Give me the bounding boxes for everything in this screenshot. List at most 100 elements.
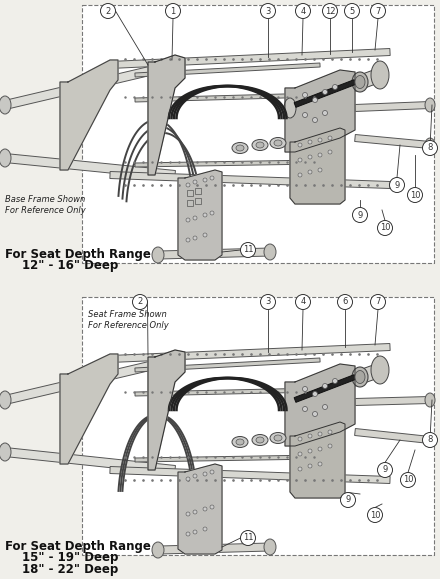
Text: 7: 7: [375, 6, 381, 16]
Circle shape: [165, 3, 180, 19]
Ellipse shape: [0, 391, 11, 409]
Circle shape: [260, 295, 275, 310]
Circle shape: [328, 136, 332, 140]
Polygon shape: [110, 467, 390, 483]
Polygon shape: [148, 350, 185, 470]
Circle shape: [193, 474, 197, 478]
Circle shape: [422, 433, 437, 448]
Polygon shape: [288, 364, 382, 409]
Polygon shape: [135, 93, 320, 102]
Bar: [82, 5, 434, 263]
Circle shape: [389, 178, 404, 192]
Circle shape: [308, 140, 312, 144]
Polygon shape: [294, 80, 356, 107]
Circle shape: [308, 464, 312, 468]
Circle shape: [193, 216, 197, 220]
Text: 8: 8: [427, 144, 433, 152]
Bar: [82, 5, 434, 263]
Polygon shape: [294, 375, 356, 402]
Polygon shape: [135, 388, 320, 396]
Circle shape: [323, 111, 327, 115]
Ellipse shape: [284, 98, 296, 118]
Polygon shape: [135, 63, 320, 77]
Circle shape: [318, 432, 322, 436]
Circle shape: [186, 183, 190, 187]
Ellipse shape: [425, 433, 435, 447]
Text: 9: 9: [382, 466, 388, 475]
Ellipse shape: [236, 145, 244, 151]
Polygon shape: [355, 397, 430, 405]
Circle shape: [328, 444, 332, 448]
Text: 3: 3: [265, 298, 271, 306]
Text: 5: 5: [349, 6, 355, 16]
Text: 2: 2: [105, 6, 110, 16]
Circle shape: [422, 141, 437, 156]
Ellipse shape: [270, 433, 286, 444]
Circle shape: [318, 138, 322, 142]
Circle shape: [132, 295, 147, 310]
Circle shape: [298, 143, 302, 147]
Circle shape: [203, 472, 207, 476]
Circle shape: [318, 447, 322, 451]
Ellipse shape: [371, 61, 389, 89]
Text: 12: 12: [325, 6, 335, 16]
Ellipse shape: [352, 367, 368, 387]
Polygon shape: [4, 61, 176, 109]
Ellipse shape: [152, 542, 164, 558]
Polygon shape: [135, 358, 320, 372]
Bar: [195, 188, 201, 194]
Circle shape: [352, 207, 367, 222]
Ellipse shape: [236, 439, 244, 445]
Text: 15" - 19" Deep: 15" - 19" Deep: [22, 551, 118, 564]
Circle shape: [298, 467, 302, 471]
Circle shape: [298, 158, 302, 162]
Circle shape: [312, 391, 318, 397]
Ellipse shape: [252, 434, 268, 445]
Circle shape: [303, 387, 308, 391]
Ellipse shape: [425, 393, 435, 407]
Circle shape: [241, 243, 256, 258]
Ellipse shape: [152, 247, 164, 263]
Circle shape: [333, 379, 337, 383]
Text: 6: 6: [342, 298, 348, 306]
Ellipse shape: [232, 437, 248, 448]
Circle shape: [203, 507, 207, 511]
Circle shape: [296, 3, 311, 19]
Text: 7: 7: [375, 298, 381, 306]
Text: For Seat Depth Range: For Seat Depth Range: [5, 540, 151, 553]
Polygon shape: [355, 134, 430, 148]
Text: 9: 9: [345, 496, 351, 504]
Text: Base Frame Shown: Base Frame Shown: [5, 195, 85, 204]
Circle shape: [186, 532, 190, 536]
Text: 1: 1: [170, 6, 176, 16]
Polygon shape: [4, 448, 176, 474]
Polygon shape: [290, 422, 345, 498]
Circle shape: [203, 527, 207, 531]
Circle shape: [400, 472, 415, 488]
Circle shape: [312, 412, 318, 416]
Polygon shape: [178, 170, 222, 260]
Ellipse shape: [0, 149, 11, 167]
Circle shape: [203, 178, 207, 182]
Polygon shape: [285, 70, 355, 152]
Circle shape: [210, 176, 214, 180]
Circle shape: [193, 180, 197, 184]
Text: 4: 4: [301, 298, 306, 306]
Ellipse shape: [355, 75, 365, 89]
Circle shape: [210, 505, 214, 509]
Polygon shape: [4, 153, 176, 179]
Ellipse shape: [274, 435, 282, 441]
Circle shape: [186, 218, 190, 222]
Polygon shape: [135, 160, 320, 167]
Circle shape: [308, 155, 312, 159]
Ellipse shape: [274, 140, 282, 146]
Circle shape: [298, 173, 302, 177]
Circle shape: [370, 3, 385, 19]
Text: 4: 4: [301, 6, 306, 16]
Circle shape: [328, 150, 332, 154]
Ellipse shape: [264, 244, 276, 260]
Polygon shape: [355, 101, 430, 112]
Ellipse shape: [355, 371, 365, 383]
Circle shape: [318, 462, 322, 466]
Circle shape: [370, 295, 385, 310]
